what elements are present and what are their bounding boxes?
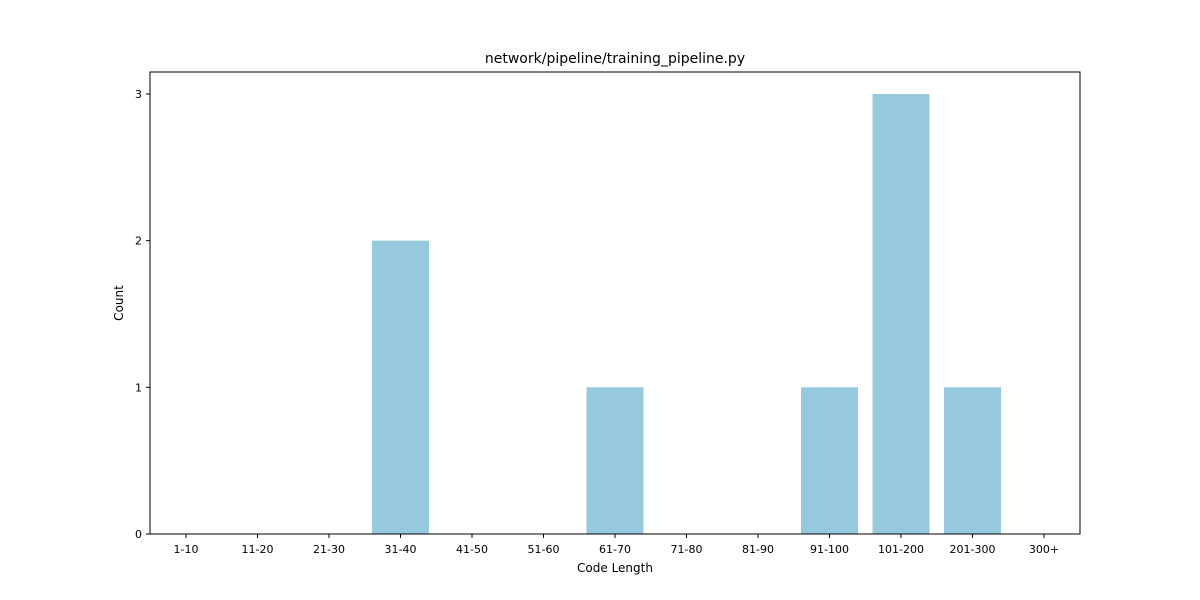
x-tick-label: 300+ xyxy=(1029,543,1059,556)
x-tick-label: 1-10 xyxy=(174,543,199,556)
x-axis-label: Code Length xyxy=(577,561,653,575)
y-tick-label: 1 xyxy=(135,381,142,394)
x-tick-label: 41-50 xyxy=(456,543,488,556)
x-tick-label: 21-30 xyxy=(313,543,345,556)
bar-61-70 xyxy=(586,387,644,534)
bar-101-200 xyxy=(872,94,930,534)
x-tick-label: 101-200 xyxy=(878,543,924,556)
x-tick-label: 61-70 xyxy=(599,543,631,556)
y-tick-label: 2 xyxy=(135,235,142,248)
y-axis-label: Count xyxy=(112,285,126,321)
x-tick-label: 71-80 xyxy=(671,543,703,556)
bars-group xyxy=(372,94,1001,534)
x-tick-label: 81-90 xyxy=(742,543,774,556)
x-tick-label: 31-40 xyxy=(385,543,417,556)
bar-91-100 xyxy=(801,387,858,534)
bar-201-300 xyxy=(944,387,1001,534)
x-tick-label: 51-60 xyxy=(528,543,560,556)
chart-title: network/pipeline/training_pipeline.py xyxy=(485,51,745,67)
x-axis: 1-10 11-20 21-30 31-40 41-50 51-60 61-70 71-80 8… xyxy=(174,534,1059,556)
y-tick-label: 3 xyxy=(135,88,142,101)
x-tick-label: 11-20 xyxy=(242,543,274,556)
x-tick-label: 91-100 xyxy=(810,543,849,556)
x-tick-label: 201-300 xyxy=(950,543,996,556)
y-axis: 0 1 2 3 xyxy=(135,88,150,541)
bar-31-40 xyxy=(372,240,429,534)
y-tick-label: 0 xyxy=(135,528,142,541)
